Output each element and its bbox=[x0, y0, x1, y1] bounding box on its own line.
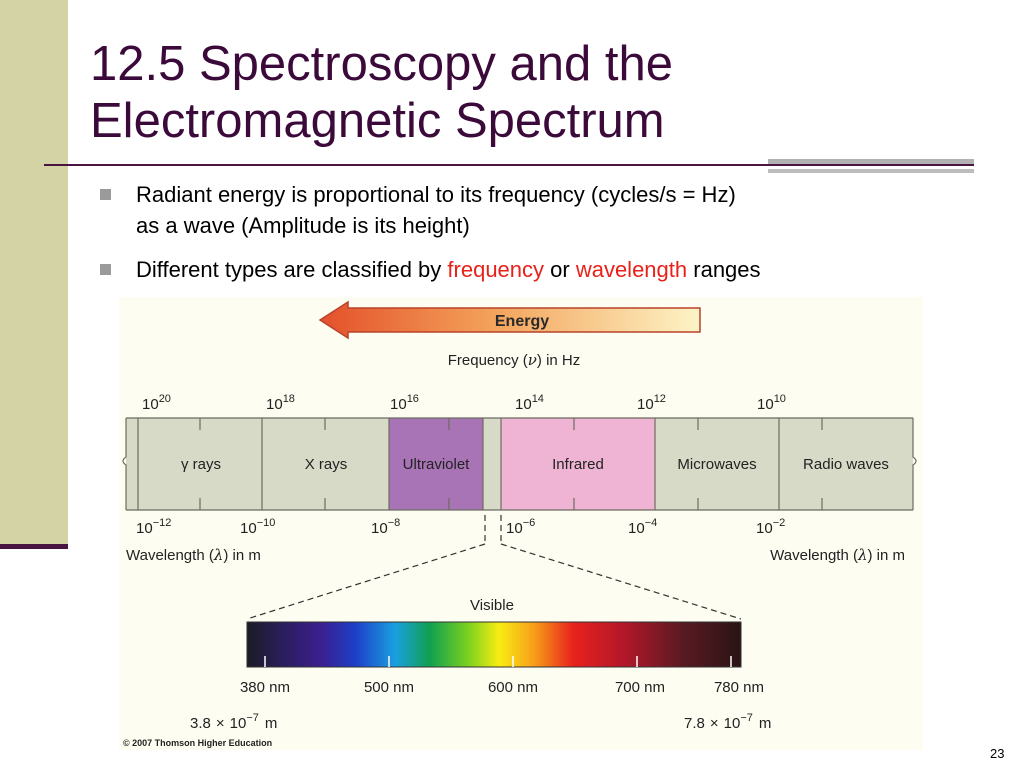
visible-range-right: 7.8 × 10−7 m bbox=[684, 712, 771, 732]
title-decoration-bar bbox=[768, 159, 974, 164]
region-radio-waves bbox=[779, 418, 913, 510]
bullet-text-1-line-2: as a wave (Amplitude is its height) bbox=[136, 213, 470, 238]
wavelength-tick-1e-2: 10−2 bbox=[756, 517, 785, 537]
slide-title: 12.5 Spectroscopy and the Electromagneti… bbox=[90, 36, 950, 150]
visible-nm-labels: 380 nm 500 nm 600 nm 700 nm 780 nm bbox=[240, 679, 764, 696]
wavelength-tick-1e-4: 10−4 bbox=[628, 517, 657, 537]
frequency-tick-1e16: 1016 bbox=[390, 393, 419, 413]
visible-tick-500nm: 500 nm bbox=[364, 679, 414, 696]
visible-tick-700nm: 700 nm bbox=[615, 679, 665, 696]
highlight-wavelength: wavelength bbox=[575, 257, 688, 282]
visible-label: Visible bbox=[470, 597, 514, 614]
region-microwaves bbox=[655, 418, 779, 510]
wavelength-tick-1e-12: 10−12 bbox=[136, 517, 171, 537]
bullet-text-2-post: ranges bbox=[687, 257, 761, 282]
figure-copyright: © 2007 Thomson Higher Education bbox=[123, 738, 272, 748]
sidebar-strip bbox=[0, 0, 68, 548]
wavelength-tick-1e-8: 10−8 bbox=[371, 517, 400, 537]
region-gamma-rays bbox=[138, 418, 262, 510]
spectrum-band: γ rays X rays Ultraviolet Infrared Micro… bbox=[122, 417, 917, 511]
bullet-text-1-line-1: Radiant energy is proportional to its fr… bbox=[136, 182, 736, 207]
region-infrared bbox=[501, 418, 655, 510]
region-label-x-rays: X rays bbox=[305, 456, 348, 473]
visible-tick-600nm: 600 nm bbox=[488, 679, 538, 696]
wavelength-tick-1e-6: 10−6 bbox=[506, 517, 535, 537]
visible-tick-780nm: 780 nm bbox=[714, 679, 764, 696]
frequency-symbol: ν bbox=[528, 351, 537, 369]
em-spectrum-figure: Energy Frequency (ν) in Hz 1020 1018 101… bbox=[119, 297, 923, 750]
energy-arrow-shape bbox=[318, 300, 701, 340]
bullet-text-2: Different types are classified by freque… bbox=[136, 254, 761, 285]
highlight-frequency: frequency bbox=[447, 257, 545, 282]
bullet-text-2-mid: or bbox=[544, 257, 576, 282]
region-visible-gap bbox=[483, 418, 501, 510]
region-label-gamma-rays: γ rays bbox=[181, 456, 221, 473]
region-ultraviolet bbox=[389, 418, 483, 510]
left-break-mark bbox=[122, 418, 127, 510]
title-divider bbox=[44, 164, 974, 166]
region-label-microwaves: Microwaves bbox=[677, 456, 756, 473]
em-spectrum-diagram: Energy Frequency (ν) in Hz 1020 1018 101… bbox=[122, 300, 917, 748]
wavelength-axis-label-left: Wavelength (λ) in m bbox=[126, 546, 261, 564]
frequency-tick-1e20: 1020 bbox=[142, 393, 171, 413]
wavelength-ticks: 10−12 10−10 10−8 10−6 10−4 10−2 bbox=[136, 517, 785, 537]
visible-zoom-lines bbox=[246, 515, 742, 620]
visible-tick-380nm: 380 nm bbox=[240, 679, 290, 696]
visible-range-left: 3.8 × 10−7 m bbox=[190, 712, 277, 732]
bullet-text-2-pre: Different types are classified by bbox=[136, 257, 448, 282]
wavelength-tick-1e-10: 10−10 bbox=[240, 517, 275, 537]
region-label-ultraviolet: Ultraviolet bbox=[403, 456, 471, 473]
sidebar-rule bbox=[0, 544, 68, 549]
frequency-tick-1e18: 1018 bbox=[266, 393, 295, 413]
region-label-radio-waves: Radio waves bbox=[803, 456, 889, 473]
right-break-mark bbox=[912, 418, 917, 510]
visible-spectrum-ticks bbox=[264, 656, 732, 667]
wavelength-axis-label-right: Wavelength (λ) in m bbox=[770, 546, 905, 564]
page-number: 23 bbox=[990, 746, 1005, 761]
visible-spectrum-bar bbox=[246, 621, 742, 668]
frequency-label-pre: Frequency ( bbox=[448, 352, 528, 369]
frequency-tick-1e10: 1010 bbox=[757, 393, 786, 413]
frequency-axis-label: Frequency (ν) in Hz bbox=[448, 351, 581, 369]
bullet-square-icon bbox=[100, 189, 111, 200]
frequency-label-post: ) in Hz bbox=[537, 352, 580, 369]
frequency-tick-1e12: 1012 bbox=[637, 393, 666, 413]
slide-title-line-2: Electromagnetic Spectrum bbox=[90, 94, 665, 148]
frequency-ticks: 1020 1018 1016 1014 1012 1010 bbox=[142, 393, 786, 413]
frequency-tick-1e14: 1014 bbox=[515, 393, 544, 413]
bullet-square-icon bbox=[100, 264, 111, 275]
slide-title-line-1: 12.5 Spectroscopy and the bbox=[90, 37, 673, 91]
title-decoration-bar bbox=[768, 169, 974, 173]
energy-arrow: Energy bbox=[318, 300, 701, 340]
region-label-infrared: Infrared bbox=[552, 456, 604, 473]
region-x-rays bbox=[262, 418, 389, 510]
energy-label: Energy bbox=[495, 313, 549, 330]
